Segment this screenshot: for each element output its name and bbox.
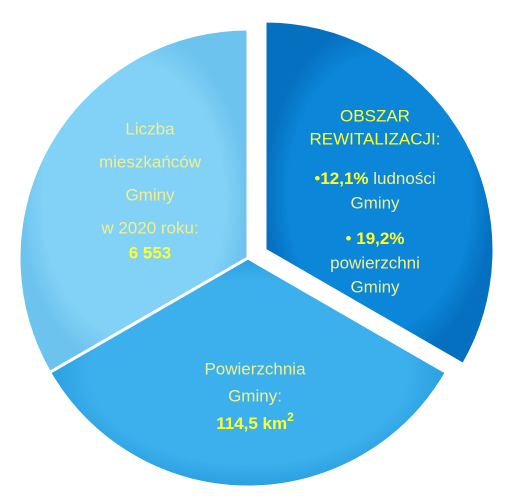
pie-shapes — [17, 19, 496, 489]
label-value: 6 553 — [129, 243, 172, 262]
label-line: w 2020 roku: — [100, 218, 198, 237]
segment-left — [17, 27, 250, 375]
item-line: •12,1% ludności — [314, 169, 435, 188]
bullet: • — [314, 169, 320, 188]
item-line: • 19,2% — [346, 229, 405, 248]
label-line: mieszkańców — [99, 152, 202, 171]
item-line: Gminy — [350, 277, 400, 296]
item-value: 12,1% — [320, 169, 368, 188]
item-line: powierzchni — [330, 253, 420, 272]
heading-line: REWITALIZACJI: — [310, 129, 441, 148]
item-line: Gminy — [350, 193, 400, 212]
labels: Liczba mieszkańców Gminy w 2020 roku: 6 553 P… — [99, 106, 441, 433]
bullet: • — [346, 229, 352, 248]
label-line: Liczba — [125, 119, 175, 138]
item-value: 19,2% — [356, 229, 404, 248]
segment-bottom — [47, 256, 449, 489]
value-sup: 2 — [287, 410, 294, 424]
heading-line: OBSZAR — [340, 106, 410, 125]
item-text: ludności — [373, 169, 435, 188]
segment-highlight — [263, 19, 496, 367]
label-line: Gminy: — [228, 386, 282, 405]
label-value: 114,5 km2 — [216, 410, 294, 433]
value-text: 114,5 km — [216, 414, 287, 433]
label-line: Powierzchnia — [204, 359, 306, 378]
label-line: Gminy — [125, 185, 175, 204]
